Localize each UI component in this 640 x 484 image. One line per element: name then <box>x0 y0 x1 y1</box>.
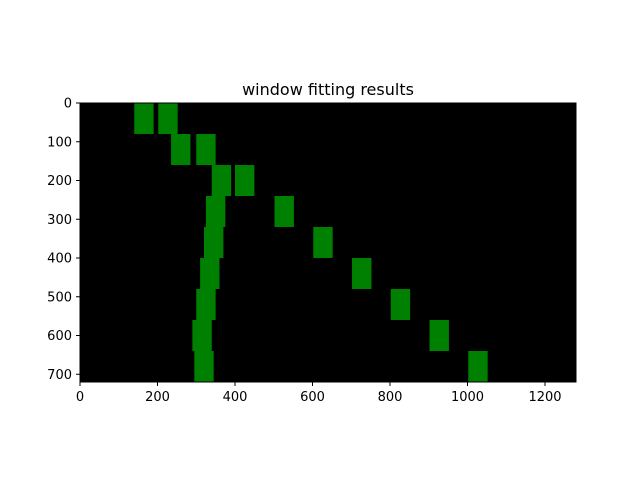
windows-layer <box>134 103 488 382</box>
y-tick-label: 300 <box>47 213 72 228</box>
window-left-2 <box>211 165 232 196</box>
window-left-1 <box>171 134 191 165</box>
window-left-7 <box>192 320 212 351</box>
y-tick-label: 0 <box>64 97 72 112</box>
window-right-4 <box>313 227 333 258</box>
window-right-3 <box>274 196 294 227</box>
window-left-0 <box>134 103 154 134</box>
x-tick-label: 200 <box>145 390 170 405</box>
x-tick-label: 400 <box>223 390 248 405</box>
window-right-6 <box>390 289 411 320</box>
window-right-5 <box>352 258 372 289</box>
window-right-0 <box>158 103 178 134</box>
window-right-7 <box>429 320 449 351</box>
window-left-5 <box>200 258 220 289</box>
window-left-6 <box>196 289 216 320</box>
x-tick-label: 1200 <box>528 390 561 405</box>
x-tick-label: 1000 <box>451 390 484 405</box>
y-axis: 0 100 200 300 400 500 600 700 <box>47 97 80 383</box>
window-right-2 <box>235 165 255 196</box>
window-left-8 <box>194 351 214 382</box>
window-left-3 <box>205 196 226 227</box>
y-tick-label: 200 <box>47 174 72 189</box>
y-tick-label: 700 <box>47 368 72 383</box>
x-tick-label: 800 <box>378 390 403 405</box>
plot-frame <box>79 102 577 383</box>
y-tick-label: 400 <box>47 252 72 267</box>
x-tick-label: 0 <box>76 390 84 405</box>
window-right-1 <box>196 134 216 165</box>
y-tick-label: 600 <box>47 329 72 344</box>
window-right-8 <box>468 351 488 382</box>
y-tick-label: 500 <box>47 290 72 305</box>
window-left-4 <box>204 227 224 258</box>
x-axis: 0 200 400 600 800 1000 1200 <box>76 382 562 405</box>
chart-title: window fitting results <box>242 80 414 99</box>
x-tick-label: 600 <box>300 390 325 405</box>
y-tick-label: 100 <box>47 135 72 150</box>
